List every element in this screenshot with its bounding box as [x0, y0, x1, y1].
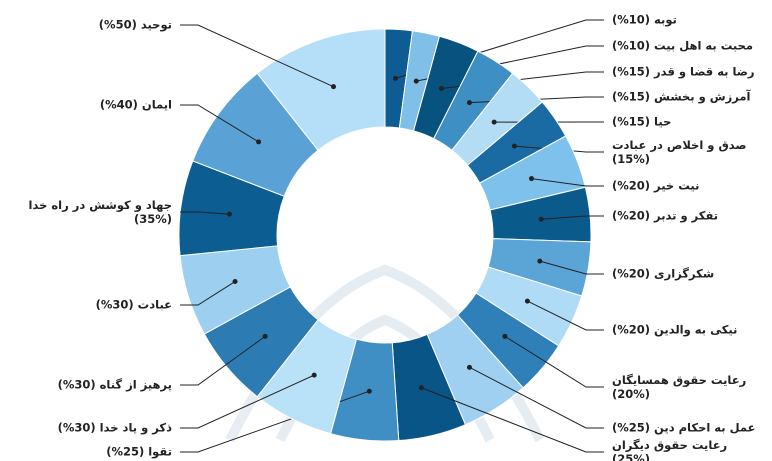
leader-dot [418, 385, 424, 391]
leader-dot [511, 143, 517, 149]
data-label: توبه (10%) [612, 13, 677, 28]
data-label: تقوا (25%) [106, 445, 172, 460]
leader-line [180, 104, 259, 143]
data-label: ذکر و یاد خدا (30%) [58, 421, 172, 436]
leader-dot [529, 176, 535, 182]
leader-dot [491, 119, 497, 125]
leader-line [539, 260, 604, 275]
leader-line [504, 335, 604, 388]
data-label: عبادت (30%) [96, 298, 172, 312]
data-label: نیکی به والدین (20%) [612, 323, 737, 338]
leader-dot [311, 372, 317, 378]
leader-dot [438, 85, 444, 91]
leader-dot [392, 75, 398, 81]
leader-dot [366, 388, 372, 394]
data-label: حیا (15%) [612, 115, 671, 129]
data-label: رعایت حقوق همسایگان (20%) [612, 373, 746, 401]
donut-segment [256, 28, 386, 151]
leader-line [541, 215, 604, 220]
leader-line [180, 24, 334, 88]
leader-dot [524, 298, 530, 304]
data-label: رعایت حقوق دیگران (25%) [612, 438, 727, 461]
leader-dot [466, 364, 472, 370]
data-label: صدق و اخلاص در عبادت (15%) [612, 138, 746, 166]
leader-dot [331, 84, 337, 90]
leader-line [514, 145, 604, 153]
leader-line [421, 387, 604, 453]
leader-line [180, 374, 315, 429]
data-label: آمرزش و بخشش (15%) [612, 90, 752, 105]
data-label: شکرگزاری (20%) [612, 267, 714, 281]
data-label: تفکر و تدبر (20%) [612, 209, 718, 224]
leader-dot [262, 333, 268, 339]
leader-dot [538, 216, 544, 222]
leader-line [180, 211, 230, 215]
leader-line [180, 281, 236, 306]
leader-dot [232, 279, 238, 285]
data-label: جهاد و کوشش در راه خدا (35%) [29, 198, 172, 226]
data-label: رضا به قضا و قدر (15%) [612, 65, 755, 80]
data-label: ایمان (40%) [100, 98, 172, 112]
data-label: پرهیز از گناه (30%) [58, 378, 172, 392]
leader-dot [226, 211, 232, 217]
data-label: نیت خیر (20%) [612, 179, 699, 193]
leader-dot [413, 78, 419, 84]
data-label: محبت به اهل بیت (10%) [612, 39, 753, 53]
data-label: عمل به احکام دین (25%) [612, 421, 755, 435]
leader-line [531, 178, 604, 187]
leader-line [527, 300, 604, 331]
leader-line [180, 335, 266, 386]
data-label: توحید (50%) [99, 18, 172, 33]
leader-dot [466, 100, 472, 106]
leader-dot [502, 333, 508, 339]
leader-dot [256, 139, 262, 145]
leader-dot [537, 258, 543, 264]
leader-line [469, 366, 604, 429]
